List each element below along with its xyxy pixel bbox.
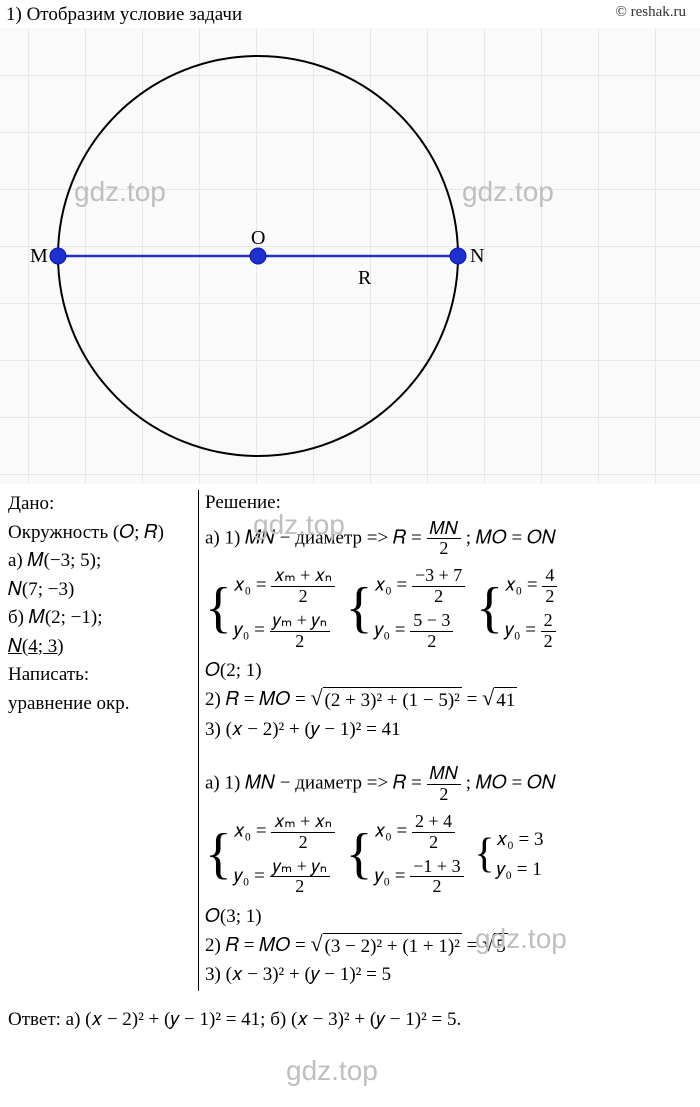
given-a-n: 𝑁(7; −3)	[8, 576, 188, 605]
copyright-label: © reshak.ru	[615, 4, 686, 26]
write-heading: Написать:	[8, 661, 188, 690]
a-systems: { 𝑥₀ = 𝑥ₘ + 𝑥ₙ2 𝑦₀ = 𝑦ₘ + 𝑦ₙ2 { 𝑥₀ = −3 …	[205, 562, 692, 655]
b-l2-sqrt: √(3 − 2)² + (1 + 1)²	[310, 933, 461, 960]
a-sys2: { 𝑥₀ = −3 + 72 𝑦₀ = 5 − 32	[346, 566, 466, 651]
task-title: 1) Отобразим условие задачи	[6, 4, 242, 26]
watermark: gdz.top	[253, 506, 345, 544]
a-line2: 2) 𝑅 = 𝑀𝑂 = √(2 + 3)² + (1 − 5)² = √41	[205, 687, 692, 714]
answer-block: Ответ: а) (𝑥 − 2)² + (𝑦 − 1)² = 41; б) (…	[0, 1001, 700, 1045]
answer-text: Ответ: а) (𝑥 − 2)² + (𝑦 − 1)² = 41; б) (…	[8, 1009, 461, 1030]
a-l2-post: =	[467, 689, 482, 710]
header-row: 1) Отобразим условие задачи © reshak.ru	[0, 0, 700, 28]
b-line2: 2) 𝑅 = 𝑀𝑂 = √(3 − 2)² + (1 + 1)² = √5	[205, 933, 692, 960]
given-b-n: 𝑁(4; 3)	[8, 633, 188, 662]
point-label-o: O	[251, 227, 265, 249]
watermark: gdz.top	[286, 1055, 378, 1087]
a-o-point: 𝑂(2; 1)	[205, 658, 692, 684]
b-line1: а) 1) 𝑀𝑁 − диаметр => 𝑅 = 𝑀𝑁2 ; 𝑀𝑂 = 𝑂𝑁	[205, 764, 692, 805]
solution-column: gdz.top gdz.top Решение: а) 1) 𝑀𝑁 − диам…	[205, 490, 692, 991]
watermark: gdz.top	[475, 920, 567, 958]
given-b-m: б) 𝑀(2; −1);	[8, 604, 188, 633]
a-sys1: { 𝑥₀ = 𝑥ₘ + 𝑥ₙ2 𝑦₀ = 𝑦ₘ + 𝑦ₙ2	[205, 566, 335, 651]
b-l1-frac: 𝑀𝑁2	[427, 764, 461, 805]
a-sys3: { 𝑥₀ = 42 𝑦₀ = 22	[476, 566, 557, 651]
given-circle: Окружность (𝑂; 𝑅)	[8, 519, 188, 548]
radius-label: R	[358, 267, 372, 289]
given-a-m: а) 𝑀(−3; 5);	[8, 547, 188, 576]
write-line: уравнение окр.	[8, 690, 188, 719]
b-o-point: 𝑂(3; 1)	[205, 904, 692, 930]
vertical-divider	[198, 490, 199, 991]
circle-diagram: M O N R	[0, 28, 700, 484]
given-heading: Дано:	[8, 490, 188, 519]
b-sys1: { 𝑥₀ = 𝑥ₘ + 𝑥ₙ2 𝑦₀ = 𝑦ₘ + 𝑦ₙ2	[205, 812, 335, 897]
b-l1-post: ; 𝑀𝑂 = 𝑂𝑁	[466, 773, 556, 794]
b-l2-pre: 2) 𝑅 = 𝑀𝑂 =	[205, 935, 310, 956]
point-label-m: M	[30, 245, 48, 267]
a-l1-post: ; 𝑀𝑂 = 𝑂𝑁	[466, 527, 556, 548]
b-l1-pre: а) 1) 𝑀𝑁 − диаметр => 𝑅 =	[205, 773, 427, 794]
a-l2-sqrt2: √41	[482, 687, 517, 714]
a-l1-frac: 𝑀𝑁2	[427, 519, 461, 560]
point-label-n: N	[470, 245, 484, 267]
a-l2-pre: 2) 𝑅 = 𝑀𝑂 =	[205, 689, 310, 710]
b-sys3: { 𝑥₀ = 3 𝑦₀ = 1	[474, 827, 543, 882]
a-line3: 3) (𝑥 − 2)² + (𝑦 − 1)² = 41	[205, 717, 692, 743]
given-column: Дано: Окружность (𝑂; 𝑅) а) 𝑀(−3; 5); 𝑁(7…	[8, 490, 198, 991]
solution-block: Дано: Окружность (𝑂; 𝑅) а) 𝑀(−3; 5); 𝑁(7…	[0, 484, 700, 1001]
b-sys2: { 𝑥₀ = 2 + 42 𝑦₀ = −1 + 32	[346, 812, 464, 897]
diagram-area: gdz.top gdz.top M O N R	[0, 28, 700, 484]
b-systems: { 𝑥₀ = 𝑥ₘ + 𝑥ₙ2 𝑦₀ = 𝑦ₘ + 𝑦ₙ2 { 𝑥₀ = 2 +…	[205, 808, 692, 901]
a-l2-sqrt: √(2 + 3)² + (1 − 5)²	[310, 687, 461, 714]
b-line3: 3) (𝑥 − 3)² + (𝑦 − 1)² = 5	[205, 962, 692, 988]
